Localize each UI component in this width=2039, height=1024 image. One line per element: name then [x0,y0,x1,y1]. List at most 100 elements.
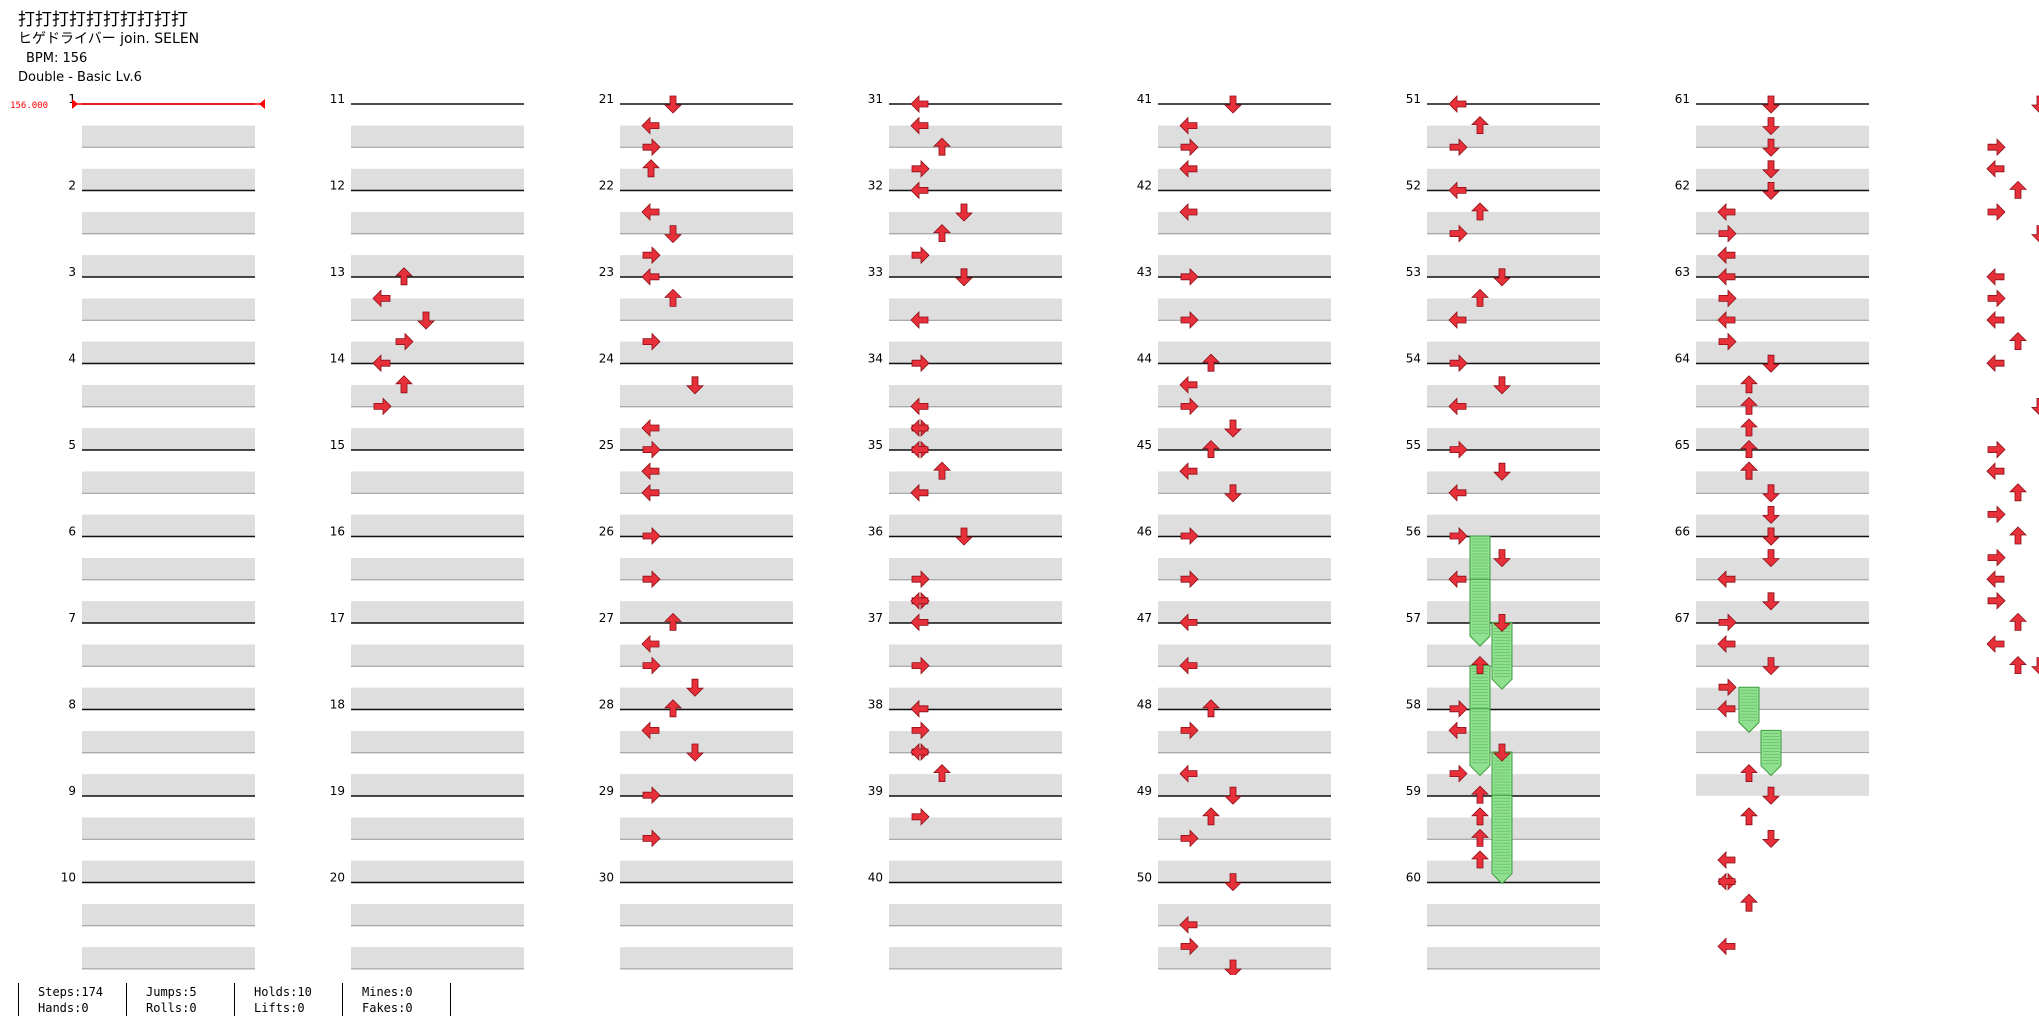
up-arrow-icon [1471,850,1489,869]
measure-number: 3 [68,265,76,279]
down-arrow-icon [1224,873,1242,892]
lane-band [82,860,255,883]
stat-value: Fakes:0 [362,1001,413,1015]
stats-group: Holds:10 Lifts:0 [254,984,312,1016]
up-arrow-icon [642,159,660,178]
left-arrow-icon [1986,570,2005,589]
up-arrow-icon [1471,807,1489,826]
measure-number: 9 [68,784,76,798]
right-arrow-icon [1180,138,1199,157]
left-arrow-icon [1179,915,1198,934]
lane-band [351,471,524,494]
lane-band [351,255,524,277]
left-arrow-icon [910,591,929,610]
right-arrow-icon [1449,224,1468,243]
up-arrow-icon [2009,483,2027,502]
right-arrow-icon [395,332,414,351]
measure-number: 12 [330,179,345,193]
up-arrow-icon [1740,807,1758,826]
hold-body [1760,729,1782,777]
left-arrow-icon [1717,851,1736,869]
down-arrow-icon [1762,138,1780,157]
stats-separator [18,983,19,1016]
left-arrow-icon [641,116,660,135]
right-arrow-icon [1180,267,1199,286]
measure-number: 63 [1675,265,1690,279]
up-arrow-icon [1471,202,1489,221]
lane-band [351,514,524,537]
lane-band [82,341,255,364]
left-arrow-icon [641,483,660,502]
left-arrow-icon [1986,311,2005,329]
hold-body [1469,708,1491,777]
measure-number: 56 [1406,525,1421,539]
left-arrow-icon [1717,311,1736,329]
left-arrow-icon [1448,181,1467,200]
measure-number: 39 [868,784,883,798]
right-arrow-icon [1180,721,1199,740]
measure-number: 34 [868,352,883,366]
lane-band [889,774,1062,796]
right-arrow-icon [1987,440,2006,459]
measure-number: 53 [1406,265,1421,279]
measure-column: 11 12 13 14 15 16 17 18 19 20 [330,92,524,970]
left-arrow-icon [1986,159,2005,178]
measure-number: 50 [1137,871,1152,885]
lane-band [620,558,793,580]
lane-band [620,428,793,450]
right-arrow-icon [1987,203,2006,221]
lane-band [889,947,1062,969]
lane-band [351,687,524,710]
lane-band [620,601,793,623]
lane-band [1427,644,1600,667]
up-arrow-icon [1202,699,1220,718]
right-arrow-icon [642,786,661,805]
up-arrow-icon [395,267,413,286]
lane-band [620,860,793,883]
left-arrow-icon [1717,570,1736,589]
up-arrow-icon [1471,116,1489,134]
lane-band [351,341,524,364]
left-arrow-icon [1448,721,1467,740]
left-arrow-icon [1448,570,1467,589]
lane-band [1696,428,1869,450]
down-arrow-icon [2031,657,2039,675]
right-arrow-icon [1718,678,1737,697]
song-header: 打打打打打打打打打打 ヒゲドライバー join. SELEN BPM: 156 … [18,10,199,87]
measure-number: 48 [1137,698,1152,712]
lane-band [1158,601,1331,623]
down-arrow-icon [1493,376,1511,395]
right-arrow-icon [1449,527,1468,545]
up-arrow-icon [2009,332,2027,351]
down-arrow-icon [1493,743,1511,762]
up-arrow-icon [1471,656,1489,674]
lane-band [351,125,524,148]
right-arrow-icon [1180,311,1199,329]
left-arrow-icon [910,181,929,200]
hold-note [1469,708,1491,777]
measure-column: 31 32 33 34 35 36 37 38 39 40 [868,92,1062,970]
stats-group: Jumps:5 Rolls:0 [146,984,197,1016]
down-arrow-icon [1762,786,1780,805]
measure-number: 64 [1675,352,1690,366]
left-arrow-icon [910,419,929,437]
up-arrow-icon [1202,353,1220,372]
up-arrow-icon [933,461,951,480]
lane-band [82,125,255,148]
measure-number: 31 [868,92,883,106]
measure-number: 23 [599,265,614,279]
lane-band [620,341,793,364]
measure-column: 1 2 3 4 5 6 7 8 9 10 [61,92,255,970]
down-arrow-icon [1493,614,1511,632]
down-arrow-icon [1493,268,1511,287]
left-arrow-icon [1717,937,1736,956]
lane-band [620,125,793,148]
measure-number: 43 [1137,265,1152,279]
measure-number: 11 [330,92,345,106]
measure-number: 55 [1406,438,1421,452]
down-arrow-icon [1224,786,1242,805]
up-arrow-icon [933,764,951,782]
measure-number: 27 [599,611,614,625]
up-arrow-icon [933,137,951,156]
lane-band [351,860,524,883]
